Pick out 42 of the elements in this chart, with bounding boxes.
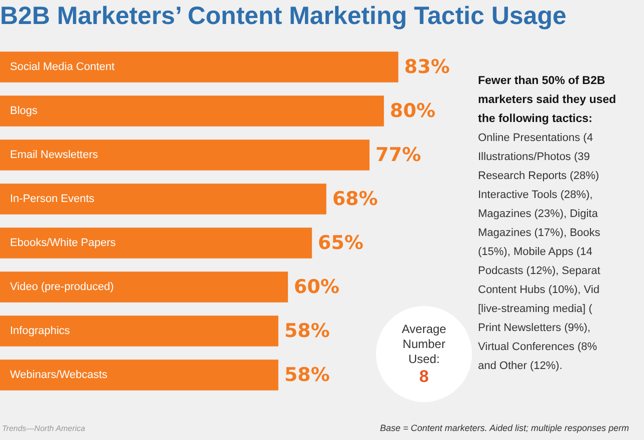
y-tick-label: Blogs bbox=[10, 105, 38, 118]
text: Podcasts (12%), Separat bbox=[478, 264, 602, 279]
text: Print Newsletters (9%), bbox=[478, 321, 592, 336]
text: [live-streaming media] ( bbox=[478, 302, 594, 317]
text: Online Presentations (4 bbox=[478, 131, 594, 146]
text: Fewer than 50% of B2B marketers said they used the following tactics: bbox=[478, 74, 618, 127]
text: Base = Content marketers. Aided list; multiple responses perm bbox=[380, 423, 630, 433]
bar bbox=[0, 360, 278, 390]
y-tick-label: In-Person Events bbox=[10, 193, 95, 206]
y-tick-label: Email Newsletters bbox=[10, 149, 99, 162]
bar bbox=[0, 272, 288, 302]
bar bbox=[0, 96, 384, 126]
text: Magazines (17%), Books bbox=[478, 226, 602, 241]
data-label: 58% bbox=[284, 364, 330, 386]
text: Research Reports (28%) bbox=[478, 169, 600, 184]
data-label: 68% bbox=[332, 188, 378, 210]
data-label: 83% bbox=[404, 56, 450, 78]
text: Virtual Conferences (8% bbox=[478, 340, 598, 355]
data-label: 58% bbox=[284, 320, 330, 342]
text: Content Hubs (10%), Vid bbox=[478, 283, 600, 298]
y-tick-label: Social Media Content bbox=[10, 61, 115, 74]
text: Illustrations/Photos (39 bbox=[478, 150, 591, 165]
text: and Other (12%). bbox=[478, 359, 564, 374]
text: Interactive Tools (28%), bbox=[478, 188, 594, 203]
bar bbox=[0, 316, 278, 346]
text: Magazines (23%), Digita bbox=[478, 207, 599, 222]
data-label: 60% bbox=[294, 276, 340, 298]
bar bbox=[0, 184, 326, 214]
data-label: 80% bbox=[390, 100, 436, 122]
text: (15%), Mobile Apps (14 bbox=[478, 245, 594, 260]
bar bbox=[0, 140, 370, 170]
bar bbox=[0, 228, 312, 258]
bar bbox=[0, 52, 398, 82]
y-tick-label: Webinars/Webcasts bbox=[10, 369, 108, 382]
y-tick-label: Ebooks/White Papers bbox=[10, 237, 116, 250]
data-label: 65% bbox=[318, 232, 364, 254]
data-label: 77% bbox=[376, 144, 421, 166]
chart-title: B2B Marketers’ Content Marketing Tactic Usage bbox=[0, 2, 566, 31]
text: Trends—North America bbox=[2, 424, 86, 433]
badge-circle: Average Number Used: 8 bbox=[376, 306, 472, 402]
y-tick-label: Infographics bbox=[10, 325, 70, 338]
y-tick-label: Video (pre-produced) bbox=[10, 281, 114, 294]
